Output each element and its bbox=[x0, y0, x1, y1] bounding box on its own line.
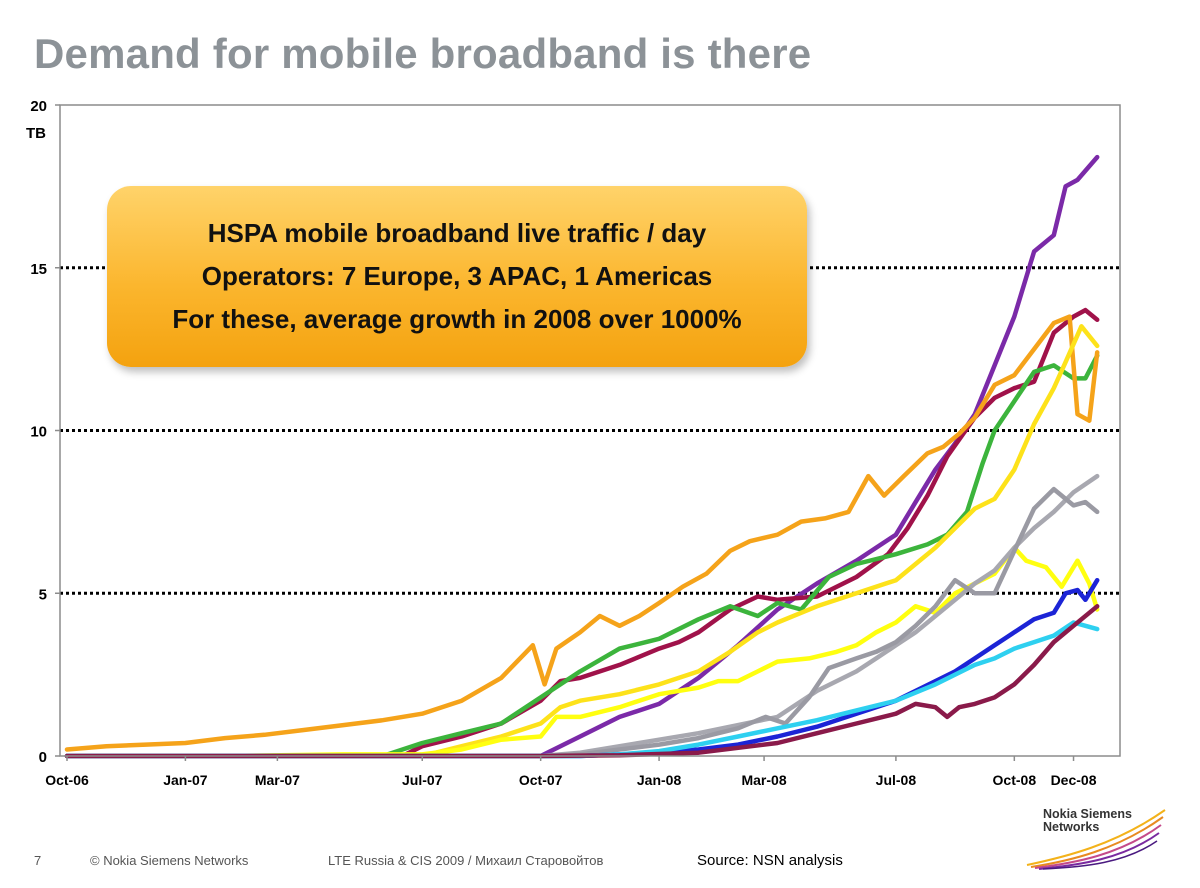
x-tick-label: Oct-08 bbox=[993, 772, 1037, 788]
series-line-3 bbox=[64, 353, 1100, 759]
x-tick-label: Mar-08 bbox=[741, 772, 786, 788]
source-note: Source: NSN analysis bbox=[697, 852, 843, 869]
company-logo: Nokia Siemens Networks bbox=[1043, 808, 1132, 834]
callout-line-1: HSPA mobile broadband live traffic / day bbox=[207, 218, 707, 248]
series-line-4 bbox=[64, 314, 1100, 752]
y-tick-label: 0 bbox=[39, 749, 47, 766]
series-line-5 bbox=[64, 324, 1100, 759]
x-tick-label: Oct-06 bbox=[45, 772, 89, 788]
logo-swoosh-icon bbox=[1026, 809, 1166, 870]
callout-line-2: Operators: 7 Europe, 3 APAC, 1 Americas bbox=[201, 261, 713, 291]
callout-box: HSPA mobile broadband live traffic / day… bbox=[107, 186, 807, 367]
x-tick-label: Jan-08 bbox=[637, 772, 682, 788]
event-text: LTE Russia & CIS 2009 / Михаил Старовойт… bbox=[328, 853, 604, 868]
y-axis-unit-label: TB bbox=[26, 125, 46, 142]
y-tick-label: 5 bbox=[39, 586, 47, 603]
x-tick-label: Oct-07 bbox=[519, 772, 563, 788]
copyright-text: © Nokia Siemens Networks bbox=[90, 853, 249, 868]
x-tick-label: Mar-07 bbox=[255, 772, 300, 788]
page-title: Demand for mobile broadband is there bbox=[34, 30, 812, 77]
series-line-6 bbox=[64, 545, 1100, 759]
x-tick-label: Jul-07 bbox=[402, 772, 443, 788]
y-tick-label: 20 bbox=[30, 98, 47, 115]
page-number: 7 bbox=[34, 853, 42, 868]
chart-axes: 0 5 10 15 20 Oct-06 Jan-07 Mar-07 Jul-07 Oct-07 Ja… bbox=[30, 98, 1121, 788]
series-line-2 bbox=[64, 307, 1100, 759]
x-tick-label: Jul-08 bbox=[876, 772, 917, 788]
y-tick-label: 15 bbox=[30, 261, 47, 278]
series-line-8 bbox=[64, 486, 1100, 759]
logo-line-1: Nokia Siemens bbox=[1043, 807, 1132, 821]
series-line-11 bbox=[64, 604, 1100, 759]
y-tick-label: 10 bbox=[30, 424, 47, 441]
callout-line-3: For these, average growth in 2008 over 1… bbox=[172, 304, 742, 334]
x-tick-label: Jan-07 bbox=[163, 772, 208, 788]
logo-line-2: Networks bbox=[1043, 820, 1100, 834]
x-tick-label: Dec-08 bbox=[1051, 772, 1097, 788]
